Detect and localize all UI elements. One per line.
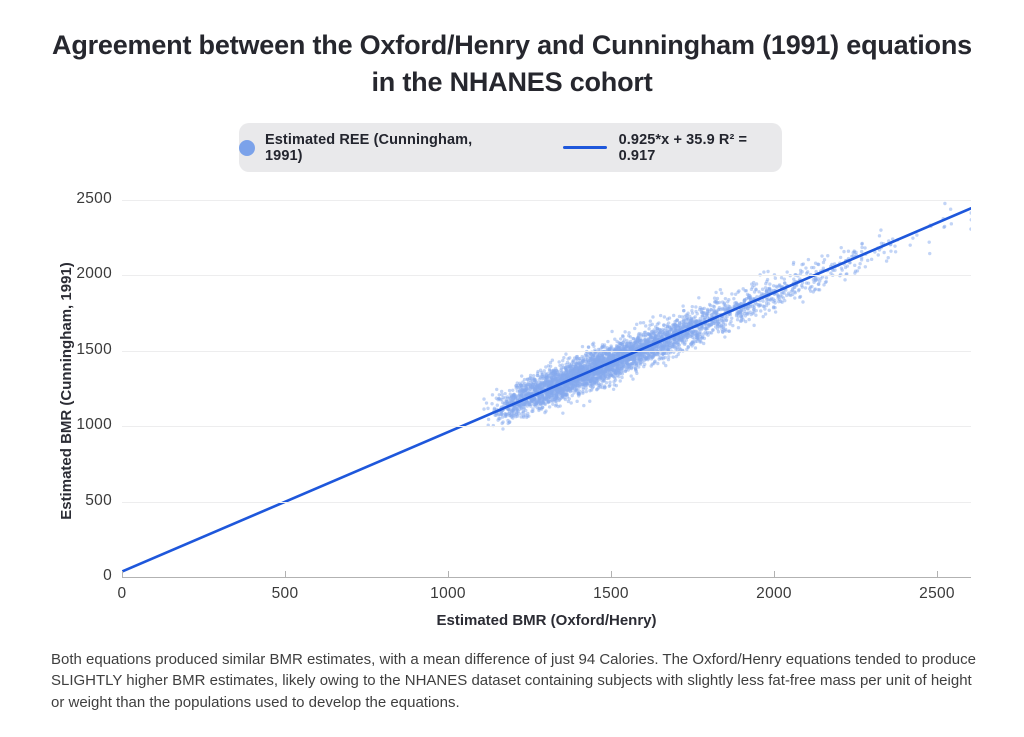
scatter-marker-icon [239, 139, 255, 156]
x-tick-mark [285, 571, 286, 577]
gridline-y-2000 [122, 275, 971, 277]
chart-footnote: Both equations produced similar BMR esti… [51, 651, 976, 711]
gridline-y-1000 [122, 426, 971, 428]
gridline-y-500 [122, 501, 971, 503]
y-tick-label: 1000 [76, 416, 112, 434]
y-tick-label: 2000 [76, 265, 112, 283]
legend-scatter-label: Estimated REE (Cunningham, 1991) [265, 131, 473, 164]
y-tick-label: 1500 [76, 340, 112, 358]
x-tick-label: 500 [271, 585, 299, 602]
chart-legend: Estimated REE (Cunningham, 1991) 0.925*x… [239, 123, 782, 172]
x-tick-label: 1000 [430, 585, 466, 602]
legend-trendline-label: 0.925*x + 35.9 R² = 0.917 [618, 131, 748, 164]
legend-entry-trendline: 0.925*x + 35.9 R² = 0.917 [562, 131, 782, 164]
x-tick-label: 2500 [919, 585, 955, 602]
x-tick-mark [122, 571, 123, 577]
legend-entry-scatter: Estimated REE (Cunningham, 1991) [239, 132, 507, 164]
y-tick-label: 0 [103, 567, 112, 584]
y-tick-label: 2500 [76, 190, 112, 207]
x-tick-mark [774, 571, 775, 577]
x-tick-mark [937, 571, 938, 577]
gridline-y-2500 [122, 200, 971, 201]
x-tick-label: 0 [117, 585, 127, 602]
x-tick-mark [448, 571, 449, 577]
trendline-sample-icon [562, 145, 607, 150]
x-tick-mark [611, 571, 612, 577]
scatter-canvas [122, 190, 971, 579]
x-tick-label: 2000 [756, 585, 792, 602]
gridline-y-1500 [122, 350, 971, 352]
y-axis-title: Estimated BMR (Cunningham, 1991) [58, 262, 75, 520]
x-tick-label: 1500 [593, 585, 629, 602]
page-title: Agreement between the Oxford/Henry and C… [0, 27, 1024, 100]
x-axis-title: Estimated BMR (Oxford/Henry) [436, 612, 657, 629]
page-title-text: Agreement between the Oxford/Henry and C… [52, 30, 972, 97]
y-tick-label: 500 [85, 491, 112, 509]
